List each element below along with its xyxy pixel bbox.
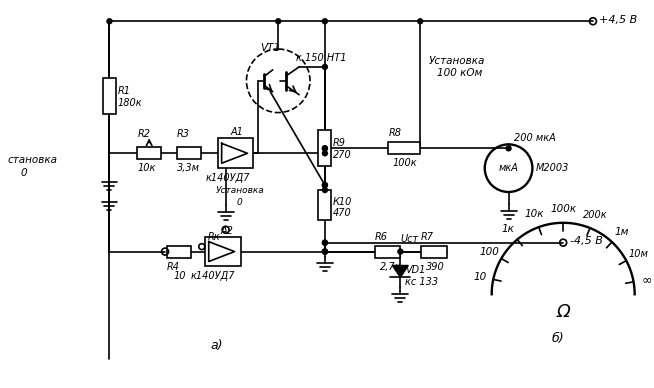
Text: 2,7к: 2,7к bbox=[379, 262, 401, 272]
Text: К10: К10 bbox=[333, 197, 353, 207]
Text: 200 мкА: 200 мкА bbox=[513, 133, 555, 144]
Bar bbox=[421, 246, 447, 258]
Text: 1м: 1м bbox=[614, 227, 628, 237]
Text: VT1: VT1 bbox=[260, 43, 281, 53]
Text: 10к: 10к bbox=[137, 163, 156, 173]
Text: 100 кОм: 100 кОм bbox=[437, 68, 483, 78]
Text: 3,3м: 3,3м bbox=[177, 163, 200, 173]
Text: становка: становка bbox=[7, 155, 57, 165]
Text: A2: A2 bbox=[220, 226, 233, 236]
Text: ∞: ∞ bbox=[642, 273, 653, 286]
Text: к140УД7: к140УД7 bbox=[206, 173, 250, 183]
Text: 10: 10 bbox=[473, 272, 487, 282]
Circle shape bbox=[322, 183, 328, 187]
Text: 390: 390 bbox=[426, 262, 445, 272]
Text: 10: 10 bbox=[174, 272, 186, 281]
Bar bbox=[318, 130, 332, 166]
Circle shape bbox=[322, 151, 328, 156]
Circle shape bbox=[398, 249, 403, 254]
Text: б): б) bbox=[552, 332, 564, 345]
Text: к 150 НТ1: к 150 НТ1 bbox=[296, 53, 347, 63]
Text: М2003: М2003 bbox=[536, 163, 569, 173]
Circle shape bbox=[506, 146, 511, 151]
Text: Установка: Установка bbox=[216, 186, 264, 195]
Text: R6: R6 bbox=[375, 232, 388, 242]
Circle shape bbox=[322, 240, 328, 245]
Circle shape bbox=[322, 183, 328, 187]
Circle shape bbox=[322, 146, 328, 151]
Text: 0: 0 bbox=[237, 198, 242, 207]
Text: R3: R3 bbox=[177, 130, 190, 139]
Text: R8: R8 bbox=[388, 128, 402, 139]
Text: R2: R2 bbox=[137, 130, 150, 139]
Polygon shape bbox=[392, 265, 408, 277]
Text: A1: A1 bbox=[231, 128, 243, 137]
Text: а): а) bbox=[211, 339, 223, 352]
Text: 10м: 10м bbox=[628, 249, 649, 259]
Circle shape bbox=[107, 19, 112, 24]
Text: R1: R1 bbox=[117, 86, 130, 96]
Text: 470: 470 bbox=[333, 208, 352, 218]
Text: кс 133: кс 133 bbox=[405, 277, 438, 288]
Text: VD1: VD1 bbox=[405, 265, 426, 275]
Bar bbox=[177, 147, 201, 159]
Text: R9: R9 bbox=[333, 139, 346, 148]
Text: Установка: Установка bbox=[429, 56, 485, 66]
Text: Uст: Uст bbox=[400, 234, 419, 244]
Text: 200к: 200к bbox=[583, 210, 608, 220]
Text: Ω: Ω bbox=[557, 303, 570, 321]
Text: R4: R4 bbox=[167, 262, 180, 272]
Text: 100: 100 bbox=[479, 247, 499, 256]
Text: мкА: мкА bbox=[498, 163, 519, 173]
Text: Rк: Rк bbox=[208, 232, 220, 242]
Bar bbox=[318, 190, 332, 220]
Text: 100к: 100к bbox=[392, 158, 417, 168]
Circle shape bbox=[322, 146, 328, 151]
Text: 1к: 1к bbox=[502, 224, 515, 234]
Circle shape bbox=[418, 19, 422, 24]
Circle shape bbox=[322, 249, 328, 254]
Circle shape bbox=[322, 249, 328, 254]
Bar bbox=[218, 139, 253, 168]
Circle shape bbox=[322, 64, 328, 69]
Text: 0: 0 bbox=[20, 168, 27, 178]
Text: к140УД7: к140УД7 bbox=[191, 272, 235, 281]
Circle shape bbox=[322, 249, 328, 254]
Bar bbox=[137, 147, 161, 159]
Bar bbox=[167, 246, 191, 258]
Text: 270: 270 bbox=[333, 150, 352, 160]
Text: 10к: 10к bbox=[525, 209, 543, 219]
Bar bbox=[375, 246, 400, 258]
Bar bbox=[388, 142, 421, 154]
Bar bbox=[205, 237, 241, 267]
Text: 100к: 100к bbox=[550, 204, 576, 214]
Circle shape bbox=[322, 19, 328, 24]
Text: -4,5 В: -4,5 В bbox=[570, 236, 603, 246]
Text: 180к: 180к bbox=[117, 98, 142, 108]
Circle shape bbox=[322, 240, 328, 245]
Circle shape bbox=[322, 187, 328, 192]
Text: R7: R7 bbox=[421, 232, 434, 242]
Circle shape bbox=[276, 19, 281, 24]
Text: +4,5 В: +4,5 В bbox=[599, 15, 637, 25]
Bar bbox=[103, 78, 116, 114]
